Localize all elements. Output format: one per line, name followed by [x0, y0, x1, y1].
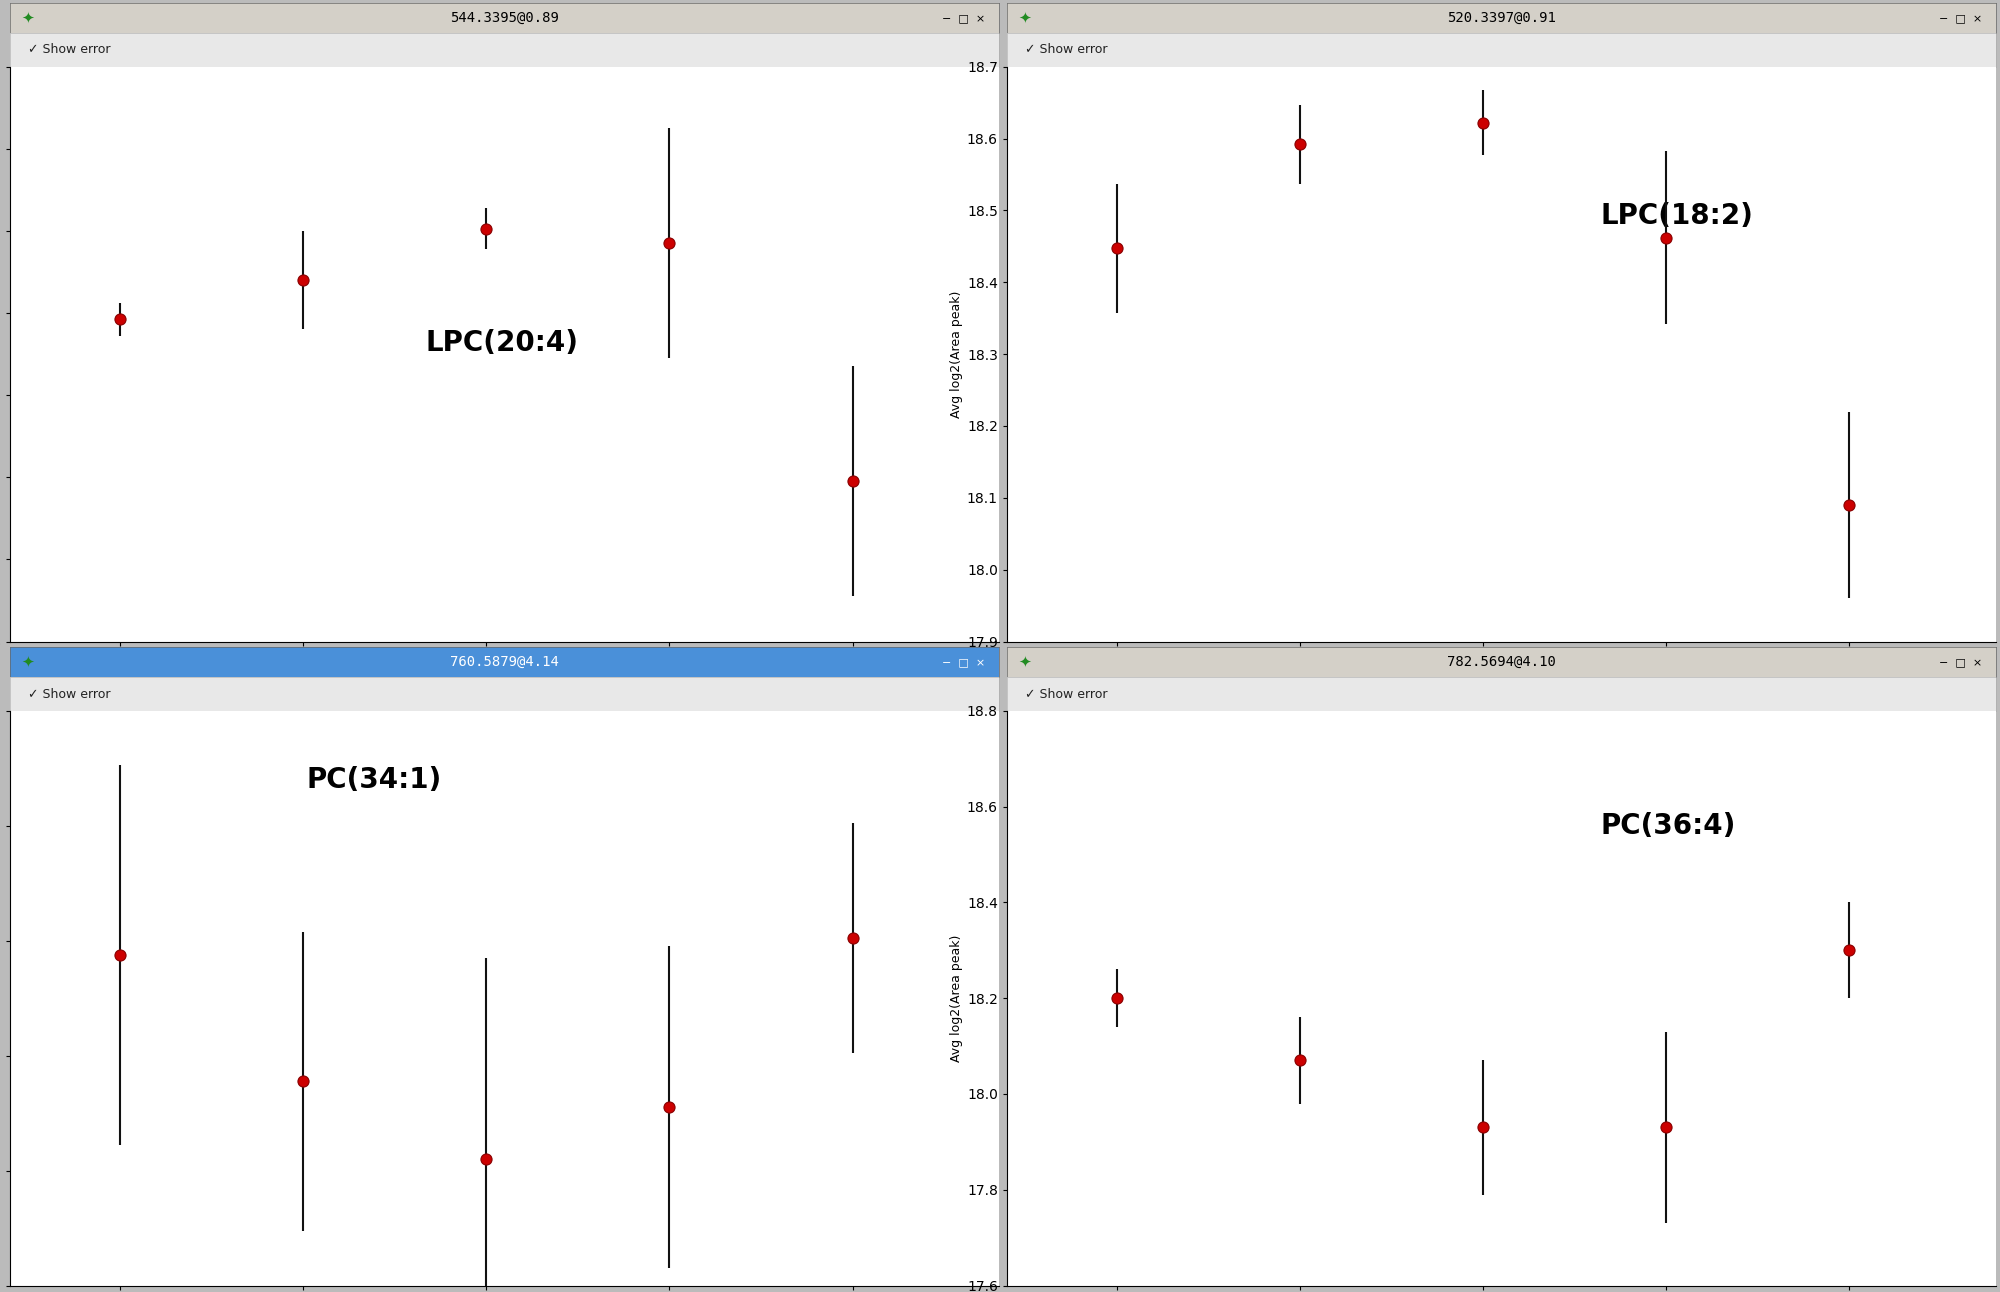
Text: ✓ Show error: ✓ Show error — [28, 687, 110, 700]
Y-axis label: Avg log2(Area peak): Avg log2(Area peak) — [950, 934, 962, 1062]
Text: LPC(20:4): LPC(20:4) — [426, 328, 578, 357]
Text: ✦: ✦ — [22, 655, 34, 669]
Text: 782.5694@4.10: 782.5694@4.10 — [1448, 655, 1556, 669]
Text: ✦: ✦ — [1018, 655, 1032, 669]
Text: 544.3395@0.89: 544.3395@0.89 — [450, 10, 558, 25]
Text: 520.3397@0.91: 520.3397@0.91 — [1448, 10, 1556, 25]
Text: 760.5879@4.14: 760.5879@4.14 — [450, 655, 558, 669]
Text: −  □  ×: − □ × — [1938, 13, 1982, 23]
Text: −  □  ×: − □ × — [1938, 656, 1982, 667]
Text: PC(34:1): PC(34:1) — [306, 766, 442, 793]
Text: ✓ Show error: ✓ Show error — [1024, 44, 1108, 57]
Text: ✦: ✦ — [1018, 10, 1032, 26]
Text: PC(36:4): PC(36:4) — [1600, 811, 1736, 840]
Text: −  □  ×: − □ × — [942, 656, 986, 667]
Text: LPC(18:2): LPC(18:2) — [1600, 202, 1754, 230]
Text: −  □  ×: − □ × — [942, 13, 986, 23]
Y-axis label: Avg log2(Area peak): Avg log2(Area peak) — [950, 291, 962, 417]
Text: ✦: ✦ — [22, 10, 34, 26]
Text: ✓ Show error: ✓ Show error — [28, 44, 110, 57]
Text: ✓ Show error: ✓ Show error — [1024, 687, 1108, 700]
